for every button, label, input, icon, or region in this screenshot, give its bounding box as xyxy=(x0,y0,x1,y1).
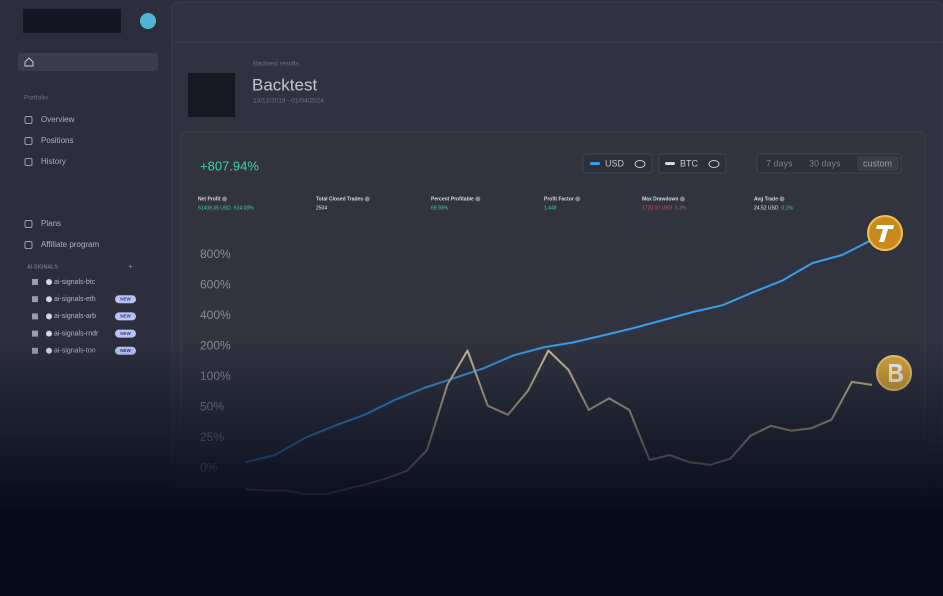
stat-label: Max Drawdown xyxy=(642,196,678,202)
stats-row: Net Profit 61408.35 USD 614.08% Total Close… xyxy=(198,196,793,211)
range-custom[interactable]: custom xyxy=(863,158,892,168)
nav-item[interactable]: Plans xyxy=(41,219,61,228)
coin-glyph xyxy=(876,225,894,242)
date-range: 13/12/2019 - 01/04/2024 xyxy=(253,98,324,105)
nav-icon xyxy=(24,116,33,124)
stat-change: 0.1% xyxy=(781,205,793,211)
page-title: Backtest xyxy=(252,75,317,94)
stat-value: 1.448 xyxy=(544,205,557,211)
usd-label: USD xyxy=(605,158,625,168)
stat-change: 6.3% xyxy=(675,205,687,211)
avatar[interactable] xyxy=(140,13,156,29)
channel-avatar xyxy=(46,279,52,285)
stat-value: 61408.35 USD xyxy=(198,205,231,211)
range-7d[interactable]: 7 days xyxy=(766,158,793,168)
btc-swatch xyxy=(665,162,675,165)
image-placeholder xyxy=(188,73,235,117)
channel-name[interactable]: ai-signals-arb xyxy=(54,313,96,320)
total-return: +807.94% xyxy=(200,158,259,173)
y-tick-label: 800% xyxy=(200,247,231,261)
stat-label: Net Profit xyxy=(198,196,221,202)
nav-item[interactable]: Positions xyxy=(41,136,73,145)
info-icon[interactable] xyxy=(779,196,785,202)
stat-label: Profit Factor xyxy=(544,196,574,202)
stat-label: Percent Profitable xyxy=(431,196,474,202)
y-tick-label: 400% xyxy=(200,308,231,322)
info-icon[interactable] xyxy=(222,196,227,202)
channel-avatar xyxy=(46,330,52,337)
channel-name[interactable]: ai-signals-rndr xyxy=(54,330,99,337)
badge-text: NEW xyxy=(120,331,131,336)
nav-icon xyxy=(24,137,33,145)
info-icon[interactable] xyxy=(475,196,481,202)
channel-name[interactable]: ai-signals-eth xyxy=(54,296,96,303)
nav-item[interactable]: History xyxy=(41,157,66,166)
info-icon[interactable] xyxy=(575,196,581,202)
section-label: AI-SIGNALS xyxy=(27,264,58,270)
breadcrumb[interactable]: Backtest results xyxy=(253,61,300,68)
search-box[interactable] xyxy=(18,53,158,71)
stat-value: 2504 xyxy=(316,205,327,211)
fade-overlay xyxy=(0,340,943,508)
usd-toggle[interactable] xyxy=(582,153,653,174)
channel-icon xyxy=(32,279,38,285)
badge-text: NEW xyxy=(120,296,131,301)
channel-avatar xyxy=(46,313,52,320)
stat-label: Total Closed Trades xyxy=(316,196,363,202)
stat-label: Avg Trade xyxy=(754,196,778,202)
channel-icon xyxy=(32,330,38,337)
badge-text: NEW xyxy=(120,314,131,319)
btc-toggle[interactable] xyxy=(658,153,727,174)
usd-swatch xyxy=(590,162,600,165)
y-tick-label: 600% xyxy=(200,278,231,292)
channel-icon xyxy=(32,296,38,303)
badge xyxy=(115,312,136,321)
stat-change: 614.08% xyxy=(234,205,254,211)
info-icon[interactable] xyxy=(364,196,370,202)
nav-icon xyxy=(24,220,33,228)
eye-icon[interactable] xyxy=(634,160,646,168)
channel-name[interactable]: ai-signals-btc xyxy=(54,279,96,286)
nav-icon xyxy=(24,241,33,249)
section-label: Portfolio xyxy=(24,95,48,102)
btc-label: BTC xyxy=(680,158,699,168)
channel-icon xyxy=(32,313,38,320)
nav-item[interactable]: Affiliate program xyxy=(41,240,99,249)
info-icon[interactable] xyxy=(679,196,685,202)
badge xyxy=(115,295,136,304)
bottom-overlay xyxy=(0,508,943,596)
range-active xyxy=(857,156,899,171)
nav-icon xyxy=(24,158,33,166)
channel-avatar xyxy=(46,296,52,303)
badge xyxy=(115,329,136,338)
logo-placeholder xyxy=(23,9,121,33)
stat-value: 1720.00 USD xyxy=(642,205,672,211)
add-button[interactable]: + xyxy=(128,262,133,271)
stat-value: 24.52 USD xyxy=(754,205,779,211)
stat-value: 69.93% xyxy=(431,205,449,211)
home-icon xyxy=(24,57,34,67)
eye-icon[interactable] xyxy=(708,160,720,168)
range-30d[interactable]: 30 days xyxy=(809,158,841,168)
nav-item[interactable]: Overview xyxy=(41,115,75,124)
